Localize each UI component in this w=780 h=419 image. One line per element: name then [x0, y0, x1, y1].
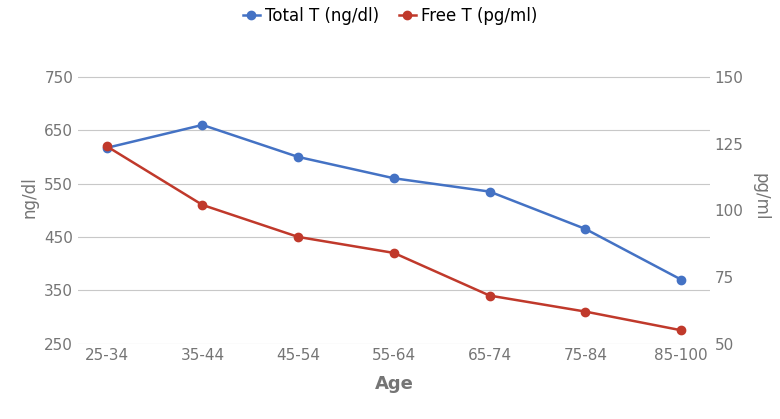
Line: Total T (ng/dl): Total T (ng/dl) [102, 121, 686, 284]
Total T (ng/dl) [485, 189, 495, 194]
Total T (ng/dl) [676, 277, 686, 282]
Legend: Total T (ng/dl), Free T (pg/ml): Total T (ng/dl), Free T (pg/ml) [236, 0, 544, 31]
Free T (pg/ml) [580, 309, 590, 314]
Free T (pg/ml) [102, 144, 112, 149]
Free T (pg/ml) [676, 328, 686, 333]
Free T (pg/ml) [293, 234, 303, 239]
Total T (ng/dl) [102, 145, 112, 150]
Y-axis label: pg/ml: pg/ml [752, 173, 770, 221]
Total T (ng/dl) [198, 122, 207, 127]
Total T (ng/dl) [389, 176, 399, 181]
Free T (pg/ml) [389, 251, 399, 256]
X-axis label: Age: Age [374, 375, 413, 393]
Free T (pg/ml) [198, 202, 207, 207]
Total T (ng/dl) [293, 155, 303, 160]
Line: Free T (pg/ml): Free T (pg/ml) [102, 142, 686, 334]
Total T (ng/dl) [580, 226, 590, 231]
Free T (pg/ml) [485, 293, 495, 298]
Y-axis label: ng/dl: ng/dl [20, 176, 38, 218]
